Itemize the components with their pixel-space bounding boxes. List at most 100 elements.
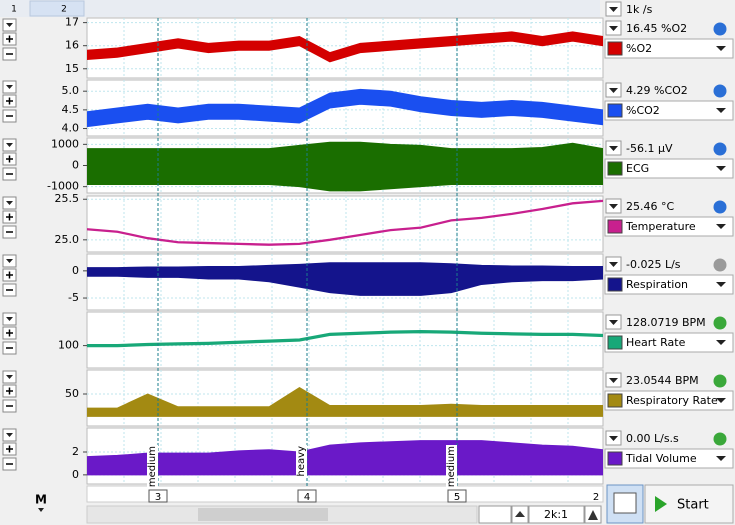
start-icon (655, 496, 667, 512)
dropdown-arrow (716, 340, 726, 345)
y-tick-label: 0 (72, 468, 79, 481)
menu-arrow (6, 143, 13, 147)
dropdown-arrow (609, 378, 618, 383)
dropdown-arrow (716, 46, 726, 51)
color-swatch (607, 335, 623, 350)
comment-number-box[interactable] (447, 489, 467, 503)
channel-reading: 128.0719 BPM (626, 316, 706, 329)
comment-number: 4 (304, 492, 310, 503)
menu-arrow (6, 85, 13, 89)
channel-name: %O2 (626, 42, 652, 55)
comment-number-box[interactable] (297, 489, 317, 503)
info-icon[interactable] (713, 316, 727, 330)
channel-name: Tidal Volume (625, 452, 697, 465)
color-swatch (607, 451, 623, 466)
x-axis (86, 485, 604, 503)
color-swatch (607, 161, 623, 176)
marker-arrow (38, 508, 44, 512)
channel-selector[interactable] (604, 332, 734, 353)
y-tick-label: 5.0 (62, 84, 80, 97)
axis-end-label: 2 (593, 492, 599, 503)
info-icon[interactable] (713, 200, 727, 214)
tab-bar (0, 0, 600, 17)
channel-reading: 0.00 L/s.s (626, 432, 679, 445)
comment-text: medium (147, 446, 158, 487)
info-icon[interactable] (713, 258, 727, 272)
channel-selector[interactable] (604, 390, 734, 411)
y-tick-label: 50 (65, 387, 79, 400)
signal-trace (87, 440, 603, 476)
start-label[interactable]: Start (677, 498, 709, 513)
dropdown-arrow (609, 436, 618, 441)
comment-text-bg (147, 445, 158, 489)
tab[interactable]: 2 (61, 5, 67, 15)
channel-reading: 16.45 %O2 (626, 22, 687, 35)
color-swatch (607, 393, 623, 408)
zoom-ratio: 2k:1 (544, 508, 568, 521)
channel-reading: 4.29 %CO2 (626, 84, 688, 97)
bottom-area: M 2k:1 Start (35, 484, 734, 524)
y-tick-label: 15 (65, 62, 79, 75)
channel-selector[interactable] (604, 158, 734, 179)
y-tick-label: 100 (58, 339, 79, 352)
menu-arrow (6, 201, 13, 205)
marker-button[interactable]: M (35, 493, 47, 507)
dropdown-arrow (609, 262, 618, 267)
signal-trace (87, 88, 603, 128)
channel-reading: -56.1 µV (626, 142, 673, 155)
color-swatch (607, 277, 623, 292)
view-button[interactable] (478, 505, 512, 524)
y-tick-label: 2 (72, 445, 79, 458)
y-tick-label: 25.5 (55, 192, 80, 205)
y-tick-label: 0 (72, 264, 79, 277)
y-tick-label: 25.0 (55, 233, 80, 246)
y-tick-label: 17 (65, 16, 79, 29)
dropdown-arrow (716, 166, 726, 171)
comment-text-bg (446, 445, 457, 489)
y-tick-label: -1000 (47, 180, 79, 193)
comment-number: 3 (155, 492, 161, 503)
y-tick-label: -5 (68, 291, 79, 304)
comment-text: heavy (296, 446, 307, 477)
dropdown-arrow (716, 456, 726, 461)
dropdown-arrow (609, 7, 618, 12)
plot-area (86, 195, 604, 253)
comment-number-box[interactable] (148, 489, 168, 503)
record-icon (613, 492, 637, 514)
channel-selector[interactable] (604, 448, 734, 469)
channel-selector[interactable] (604, 216, 734, 237)
channel-reading: 25.46 °C (626, 200, 674, 213)
signal-trace (87, 387, 603, 417)
y-tick-label: 1000 (51, 137, 79, 150)
plot-area (86, 311, 604, 369)
info-icon[interactable] (713, 142, 727, 156)
info-icon[interactable] (713, 432, 727, 446)
dropdown-arrow (609, 146, 618, 151)
channel-selector[interactable] (604, 100, 734, 121)
channel-reading: -0.025 L/s (626, 258, 681, 271)
dropdown-arrow (716, 224, 726, 229)
tab-active[interactable] (29, 0, 85, 17)
signal-trace (87, 329, 603, 348)
y-tick-label: 16 (65, 39, 79, 52)
channel-name: Temperature (625, 220, 696, 233)
info-icon[interactable] (713, 84, 727, 98)
info-icon[interactable] (713, 22, 727, 36)
scroll-thumb[interactable] (198, 508, 328, 521)
channel-selector[interactable] (604, 274, 734, 295)
zoom-in-icon (588, 510, 598, 520)
dropdown-arrow (716, 108, 726, 113)
menu-arrow (6, 259, 13, 263)
info-icon[interactable] (713, 374, 727, 388)
channel-reading: 23.0544 BPM (626, 374, 699, 387)
signal-trace (87, 141, 603, 192)
channel-name: %CO2 (626, 104, 660, 117)
menu-arrow (6, 23, 13, 27)
tab[interactable]: 1 (11, 5, 17, 15)
sample-rate: 1k /s (626, 3, 653, 16)
plot-area (86, 369, 604, 427)
comment-number: 5 (454, 492, 460, 503)
dropdown-arrow (609, 88, 618, 93)
channel-selector[interactable] (604, 38, 734, 59)
